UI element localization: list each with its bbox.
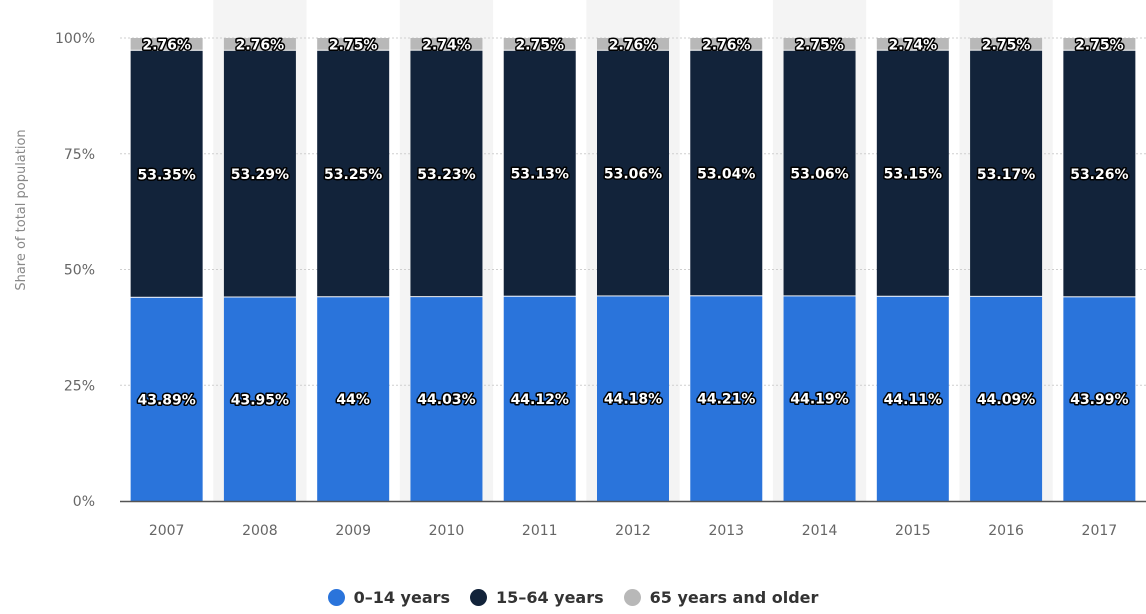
bar-segment[interactable]	[503, 38, 576, 50]
data-label: 2.76%	[609, 37, 658, 53]
bar-segment[interactable]	[1063, 297, 1136, 501]
bar-segment[interactable]	[317, 297, 390, 501]
data-label: 2.75%	[515, 37, 564, 53]
data-label: 2.75%	[982, 37, 1031, 53]
data-label: 44%	[336, 392, 370, 408]
bar-segment[interactable]	[503, 50, 576, 296]
x-tick-label: 2017	[1082, 523, 1118, 539]
bar-segment[interactable]	[410, 297, 483, 501]
bar-segment[interactable]	[783, 296, 856, 501]
x-tick-label: 2015	[895, 523, 931, 539]
legend-label: 65 years and older	[649, 588, 819, 607]
legend-label: 0–14 years	[353, 588, 451, 607]
x-tick-label: 2011	[522, 523, 558, 539]
bar-segment[interactable]	[876, 38, 949, 50]
legend-swatch	[327, 589, 345, 606]
legend-swatch	[623, 589, 641, 606]
data-label: 2.75%	[329, 37, 378, 53]
bar-segment[interactable]	[223, 38, 296, 50]
bar-segment[interactable]	[690, 38, 763, 50]
x-tick-label: 2012	[615, 523, 651, 539]
x-tick-label: 2013	[708, 523, 744, 539]
data-label: 44.19%	[790, 392, 848, 408]
bar-segment[interactable]	[410, 50, 483, 297]
x-tick-label: 2009	[335, 523, 371, 539]
bar-segment[interactable]	[970, 50, 1043, 296]
y-tick-label: 75%	[64, 147, 95, 163]
legend-label: 15–64 years	[496, 588, 604, 607]
data-label: 43.89%	[137, 392, 195, 408]
y-axis: 0% 25% 50% 75% 100%	[55, 31, 95, 510]
data-label: 53.06%	[604, 167, 662, 183]
data-label: 53.29%	[231, 167, 289, 183]
data-label: 44.09%	[977, 392, 1035, 408]
data-label: 53.17%	[977, 167, 1035, 183]
bar-segment[interactable]	[876, 296, 949, 501]
x-tick-label: 2014	[802, 523, 838, 539]
y-tick-label: 25%	[64, 378, 95, 394]
data-label: 2.75%	[795, 37, 844, 53]
data-label: 53.35%	[137, 167, 195, 183]
data-label: 44.18%	[604, 392, 662, 408]
data-label: 53.23%	[417, 167, 475, 183]
data-label: 2.76%	[702, 37, 751, 53]
bar-segment[interactable]	[1063, 50, 1136, 297]
data-label: 44.21%	[697, 392, 755, 408]
data-labels: 43.89% 53.35% 2.76% 43.95% 53.29% 2.76% 44% 53.…	[136, 36, 1130, 410]
bar-segment[interactable]	[1063, 38, 1136, 50]
data-label: 53.26%	[1070, 167, 1128, 183]
data-label: 43.95%	[231, 392, 289, 408]
legend-item[interactable]: 0–14 years	[327, 588, 451, 607]
x-axis: 2007 2008 2009 2010 2011 2012 2013 2014 2015 2016…	[120, 500, 1146, 539]
data-label: 44.11%	[884, 392, 942, 408]
bar-segment[interactable]	[970, 296, 1043, 501]
y-tick-label: 0%	[73, 494, 95, 510]
data-label: 2.76%	[142, 37, 191, 53]
legend-item[interactable]: 65 years and older	[623, 588, 819, 607]
bar-segment[interactable]	[597, 38, 669, 50]
data-label: 44.12%	[511, 392, 569, 408]
bar-segment[interactable]	[317, 38, 390, 50]
data-label: 2.76%	[236, 37, 285, 53]
legend: 0–14 years 15–64 years 65 years and older	[0, 588, 1146, 607]
data-label: 53.04%	[697, 167, 755, 183]
bar-segment[interactable]	[317, 50, 390, 297]
data-label: 2.74%	[889, 37, 938, 53]
bar-segment[interactable]	[690, 296, 763, 501]
data-label: 2.74%	[422, 37, 471, 53]
bar-segment[interactable]	[223, 50, 296, 297]
legend-swatch	[470, 589, 488, 606]
data-label: 53.25%	[324, 167, 382, 183]
data-label: 43.99%	[1070, 392, 1128, 408]
bar-segment[interactable]	[503, 296, 576, 501]
y-tick-label: 100%	[55, 31, 95, 47]
bar-segment[interactable]	[690, 50, 763, 296]
bar-segment[interactable]	[783, 38, 856, 50]
bar-segment[interactable]	[410, 38, 483, 50]
bar-segment[interactable]	[783, 50, 856, 296]
x-tick-label: 2007	[149, 523, 185, 539]
x-tick-label: 2010	[429, 523, 465, 539]
data-label: 53.13%	[511, 167, 569, 183]
y-tick-label: 50%	[64, 263, 95, 279]
bar-segment[interactable]	[597, 50, 669, 296]
bar-segment[interactable]	[130, 297, 203, 501]
bar-segment[interactable]	[223, 297, 296, 501]
legend-item[interactable]: 15–64 years	[470, 588, 604, 607]
x-tick-label: 2016	[988, 523, 1024, 539]
bars	[130, 38, 1136, 501]
data-label: 44.03%	[417, 392, 475, 408]
bar-segment[interactable]	[876, 50, 949, 296]
data-label: 2.75%	[1075, 37, 1124, 53]
data-label: 53.06%	[790, 167, 848, 183]
x-tick-label: 2008	[242, 523, 278, 539]
bar-segment[interactable]	[970, 38, 1043, 50]
bar-segment[interactable]	[597, 296, 669, 501]
data-label: 53.15%	[884, 167, 942, 183]
y-axis-title: Share of total population	[14, 129, 29, 290]
bar-segment[interactable]	[130, 38, 203, 50]
bar-segment[interactable]	[130, 50, 203, 297]
